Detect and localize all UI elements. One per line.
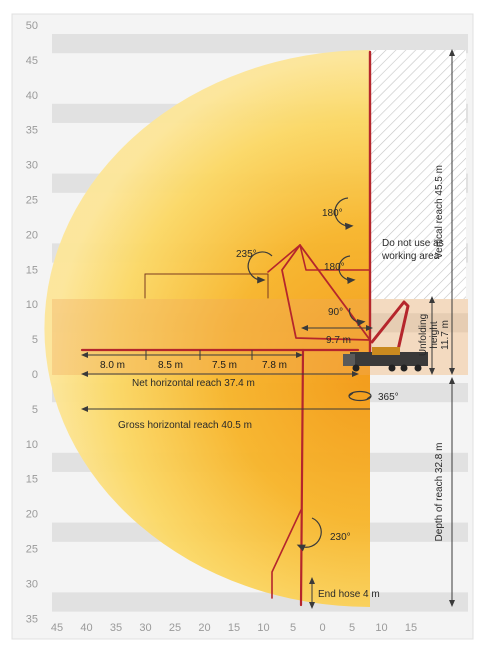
y-tick-label: 35 [26,613,38,625]
y-tick-label: 30 [26,160,38,172]
boom-fold-b [267,244,301,273]
unfolding-height-label: height [429,321,440,348]
x-tick-label: 45 [51,622,63,634]
y-tick-label: 45 [26,55,38,67]
end-hose-label: End hose 4 m [318,589,380,600]
angle-label-235: 235° [236,249,257,260]
segment-label: 7.8 m [262,360,287,371]
truck-wheel [388,364,396,372]
x-tick-label: 20 [198,622,210,634]
unfolding-height-label: 11.7 m [440,320,451,350]
x-tick-label: 10 [257,622,269,634]
x-tick-label: 30 [139,622,151,634]
truck-wheel [352,364,360,372]
y-tick-label: 5 [32,404,38,416]
x-tick-label: 10 [375,622,387,634]
truck-drum [372,347,400,355]
angle-label-top: 180° [322,208,343,219]
vertical-dimensions [309,49,455,609]
do-not-use-label: working area [381,251,440,262]
do-not-use-label: Do not use as [382,238,444,249]
x-tick-label: 5 [349,622,355,634]
segment-label: 7.5 m [212,360,237,371]
angle-label-230: 230° [330,532,351,543]
y-tick-label: 20 [26,229,38,241]
boom-stowed [370,300,410,352]
y-tick-label: 20 [26,509,38,521]
y-tick-label: 30 [26,578,38,590]
y-tick-label: 15 [26,264,38,276]
reach-envelope [44,50,371,607]
truck-cab [343,354,355,366]
angle-label-mid: 180° [324,262,345,273]
y-tick-label: 10 [26,439,38,451]
x-tick-label: 5 [290,622,296,634]
rotate-230-icon [296,517,322,552]
rotate-235-icon [247,251,273,284]
x-tick-label: 25 [169,622,181,634]
depth-of-reach-label: Depth of reach 32.8 m [434,443,445,542]
boom-lower-fold [271,509,302,599]
boom-horizontal-upper [144,273,269,299]
x-tick-label: 15 [228,622,240,634]
angle-label-90: 90° [328,307,343,318]
y-tick-label: 5 [32,334,38,346]
y-tick-label: 35 [26,125,38,137]
x-axis-ticks: 45 40 35 30 25 20 15 10 5 0 5 10 15 [51,622,417,634]
x-tick-label: 15 [405,622,417,634]
x-tick-label: 35 [110,622,122,634]
boom-fold-c [299,244,371,271]
y-tick-label: 25 [26,544,38,556]
truck-wheel [400,364,408,372]
y-tick-label: 50 [26,20,38,32]
y-tick-label: 40 [26,90,38,102]
y-tick-label: 15 [26,474,38,486]
vertical-reach-label: Vertical reach 45.5 m [434,165,445,259]
y-tick-label: 10 [26,299,38,311]
y-tick-label: 0 [32,369,38,381]
boom-fold-a [281,244,371,341]
truck-body [350,352,428,366]
rotate-180-top-icon [334,197,354,230]
segment-label: 8.0 m [100,360,125,371]
horizontal-dimensions [81,325,373,412]
x-tick-label: 0 [319,622,325,634]
background-stripe [52,592,468,612]
boom-down [299,348,305,607]
rotate-180-mid-icon [338,255,356,284]
truck-wheel [414,364,422,372]
gross-horizontal-reach-label: Gross horizontal reach 40.5 m [118,420,252,431]
net-horizontal-reach-label: Net horizontal reach 37.4 m [132,378,255,389]
slew-angle-label: 365° [378,392,399,403]
slew-365-arrowhead [348,392,372,400]
y-tick-label: 25 [26,195,38,207]
unfolding-height-label: Unfolding [418,314,429,356]
rotate-90-icon [348,307,366,327]
width-9-7-label: 9.7 m [326,335,351,346]
rotation-arrows [247,197,372,552]
background-stripe [52,34,468,54]
segment-label: 8.5 m [158,360,183,371]
truck [343,347,428,372]
x-tick-label: 40 [80,622,92,634]
boom-positions [80,50,410,607]
